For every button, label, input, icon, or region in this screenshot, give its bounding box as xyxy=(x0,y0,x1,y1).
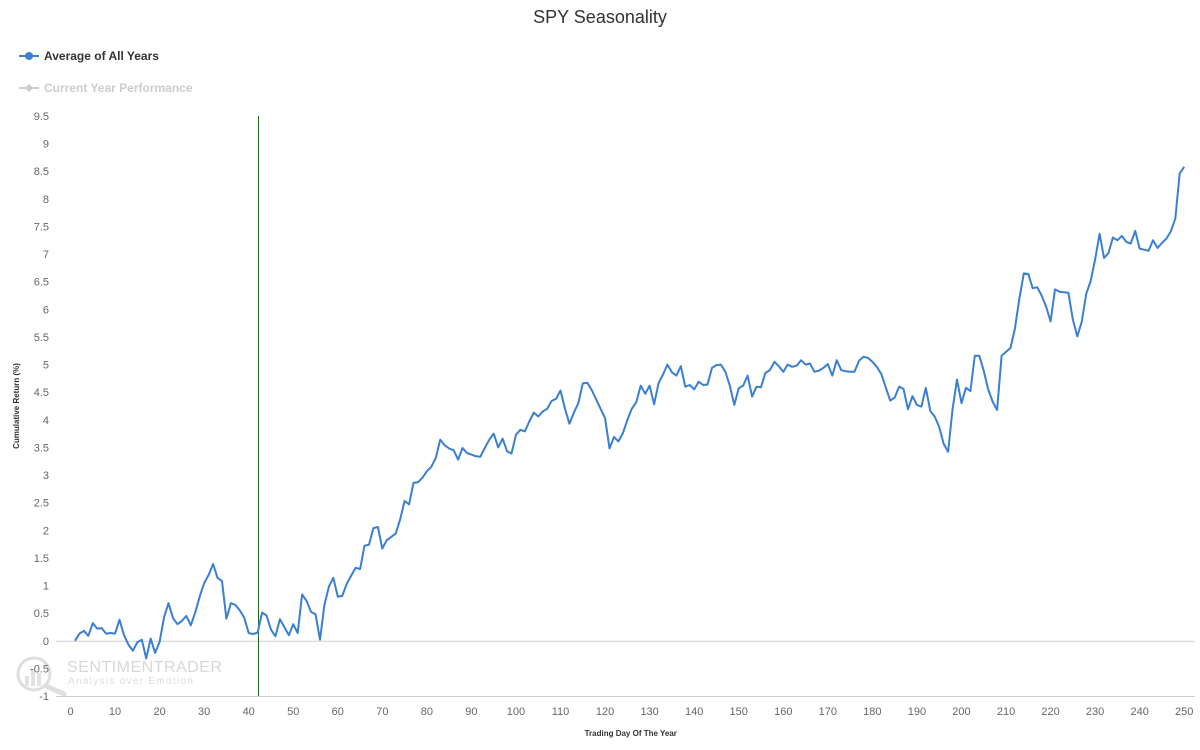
y-tick-label: 3 xyxy=(43,470,49,482)
x-tick-label: 0 xyxy=(67,706,73,718)
y-tick-label: -1 xyxy=(39,691,49,703)
legend-label: Current Year Performance xyxy=(44,81,193,95)
y-tick-label: 7 xyxy=(43,249,49,261)
y-tick-label: 0.5 xyxy=(34,608,49,620)
watermark-magnifier-icon xyxy=(14,656,74,701)
y-tick-label: 5 xyxy=(43,360,49,372)
x-tick-label: 80 xyxy=(421,706,433,718)
y-tick-label: 2 xyxy=(43,525,49,537)
x-tick-label: 250 xyxy=(1175,706,1193,718)
x-tick-label: 230 xyxy=(1086,706,1104,718)
series-line-average-of-all-years xyxy=(74,166,1186,660)
x-tick-label: 240 xyxy=(1130,706,1148,718)
x-tick-label: 200 xyxy=(952,706,970,718)
legend-label: Average of All Years xyxy=(44,49,159,63)
x-tick-label: 130 xyxy=(640,706,658,718)
y-tick-label: -0.5 xyxy=(30,663,49,675)
y-tick-label: 6 xyxy=(43,304,49,316)
y-tick-label: 2.5 xyxy=(34,498,49,510)
y-axis-title: Cumulative Return (%) xyxy=(12,363,21,449)
x-tick-label: 210 xyxy=(997,706,1015,718)
x-tick-label: 20 xyxy=(153,706,165,718)
x-tick-label: 10 xyxy=(109,706,121,718)
x-tick-label: 150 xyxy=(730,706,748,718)
x-tick-label: 170 xyxy=(819,706,837,718)
y-tick-label: 3.5 xyxy=(34,442,49,454)
x-tick-label: 120 xyxy=(596,706,614,718)
x-tick-label: 30 xyxy=(198,706,210,718)
legend-line-icon xyxy=(19,84,39,92)
y-tick-label: 8.5 xyxy=(34,166,49,178)
y-tick-label: 9 xyxy=(43,139,49,151)
y-tick-label: 0 xyxy=(43,636,49,648)
y-tick-label: 8 xyxy=(43,194,49,206)
x-tick-label: 220 xyxy=(1041,706,1059,718)
x-axis-title: Trading Day Of The Year xyxy=(585,729,677,738)
legend-line-icon xyxy=(19,52,39,60)
y-tick-label: 1.5 xyxy=(34,553,49,565)
y-tick-label: 5.5 xyxy=(34,332,49,344)
y-tick-label: 4.5 xyxy=(34,387,49,399)
x-tick-label: 60 xyxy=(332,706,344,718)
y-tick-label: 6.5 xyxy=(34,277,49,289)
x-tick-label: 40 xyxy=(243,706,255,718)
y-tick-label: 1 xyxy=(43,581,49,593)
y-tick-label: 7.5 xyxy=(34,221,49,233)
x-tick-label: 180 xyxy=(863,706,881,718)
legend-item-current-year[interactable]: Current Year Performance xyxy=(18,78,193,98)
y-axis: -1 -0.5 0 0.5 1 1.5 2 2.5 3 3.5 4 4.5 5 5.5 6 6.5 7 7.5 8 8… xyxy=(30,111,49,703)
x-tick-label: 100 xyxy=(507,706,525,718)
x-tick-label: 50 xyxy=(287,706,299,718)
chart-title: SPY Seasonality xyxy=(533,7,667,27)
x-tick-label: 140 xyxy=(685,706,703,718)
watermark-tagline: Analysis over Emotion xyxy=(68,676,195,687)
x-tick-label: 110 xyxy=(552,706,570,718)
x-tick-label: 90 xyxy=(465,706,477,718)
x-axis: 0 10 20 30 40 50 60 70 80 90 100 110 120 130 140 150 160… xyxy=(67,706,1193,718)
x-tick-label: 160 xyxy=(774,706,792,718)
x-tick-label: 190 xyxy=(908,706,926,718)
y-tick-label: 9.5 xyxy=(34,111,49,123)
x-tick-label: 70 xyxy=(376,706,388,718)
y-tick-label: 4 xyxy=(43,415,49,427)
watermark-brand: SENTIMENTRADER xyxy=(67,659,223,676)
legend-item-average[interactable]: Average of All Years xyxy=(18,46,159,66)
